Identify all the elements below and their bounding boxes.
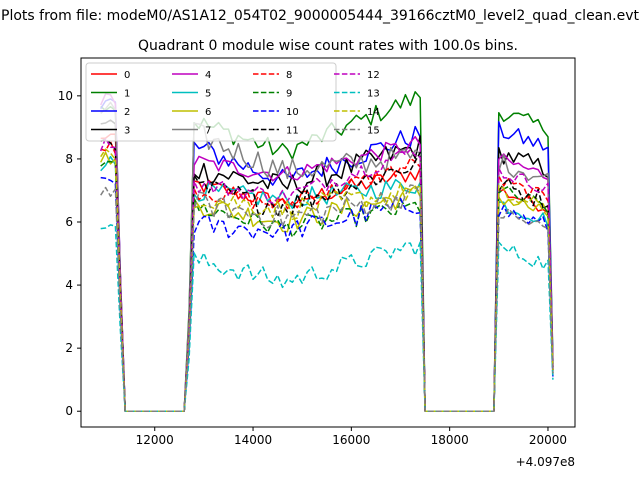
legend-label-14: 14 [367, 107, 380, 118]
y-tick-label: 8 [65, 152, 73, 166]
legend-label-1: 1 [124, 89, 130, 100]
y-tick-label: 10 [58, 89, 73, 103]
legend-label-2: 2 [124, 107, 130, 118]
series-line-2 [100, 98, 554, 412]
axes-layer: 12000 14000 16000 18000 20000 0 2 4 6 8 10 [58, 89, 567, 447]
series-layer [100, 91, 554, 412]
legend-box [85, 62, 337, 142]
x-tick-label: 18000 [431, 433, 469, 447]
y-tick-label: 0 [65, 404, 73, 418]
legend-label-5: 5 [205, 89, 211, 100]
series-line-11 [100, 138, 554, 412]
x-offset-text: +4.097e8 [516, 455, 575, 469]
series-line-12 [100, 137, 554, 412]
legend-label-7: 7 [205, 126, 211, 137]
series-line-13 [100, 224, 554, 412]
series-line-8 [100, 140, 554, 412]
series-line-14 [100, 148, 554, 412]
series-line-15 [100, 184, 554, 412]
y-tick-label: 6 [65, 215, 73, 229]
legend-label-12: 12 [367, 70, 380, 81]
legend-label-4: 4 [205, 70, 211, 81]
x-tick-label: 14000 [234, 433, 272, 447]
x-tick-label: 20000 [529, 433, 567, 447]
legend-label-9: 9 [286, 89, 292, 100]
legend-label-11: 11 [286, 126, 299, 137]
chart-title: Quadrant 0 module wise count rates with … [138, 38, 518, 54]
legend-label-10: 10 [286, 107, 299, 118]
series-line-10 [100, 176, 554, 412]
legend-label-0: 0 [124, 70, 130, 81]
legend-label-15: 15 [367, 126, 380, 137]
y-tick-label: 4 [65, 278, 73, 292]
legend-label-8: 8 [286, 70, 292, 81]
plot-frame [80, 57, 576, 428]
legend-label-13: 13 [367, 89, 380, 100]
legend-label-6: 6 [205, 107, 211, 118]
legend-label-3: 3 [124, 126, 130, 137]
y-tick-label: 2 [65, 341, 73, 355]
x-tick-label: 12000 [136, 433, 174, 447]
series-line-6 [100, 151, 554, 412]
series-line-7 [100, 101, 554, 412]
series-line-0 [100, 133, 554, 412]
x-tick-label: 16000 [332, 433, 370, 447]
series-line-3 [100, 119, 554, 412]
figure-suptitle: Plots from file: modeM0/AS1A12_054T02_90… [1, 8, 639, 24]
